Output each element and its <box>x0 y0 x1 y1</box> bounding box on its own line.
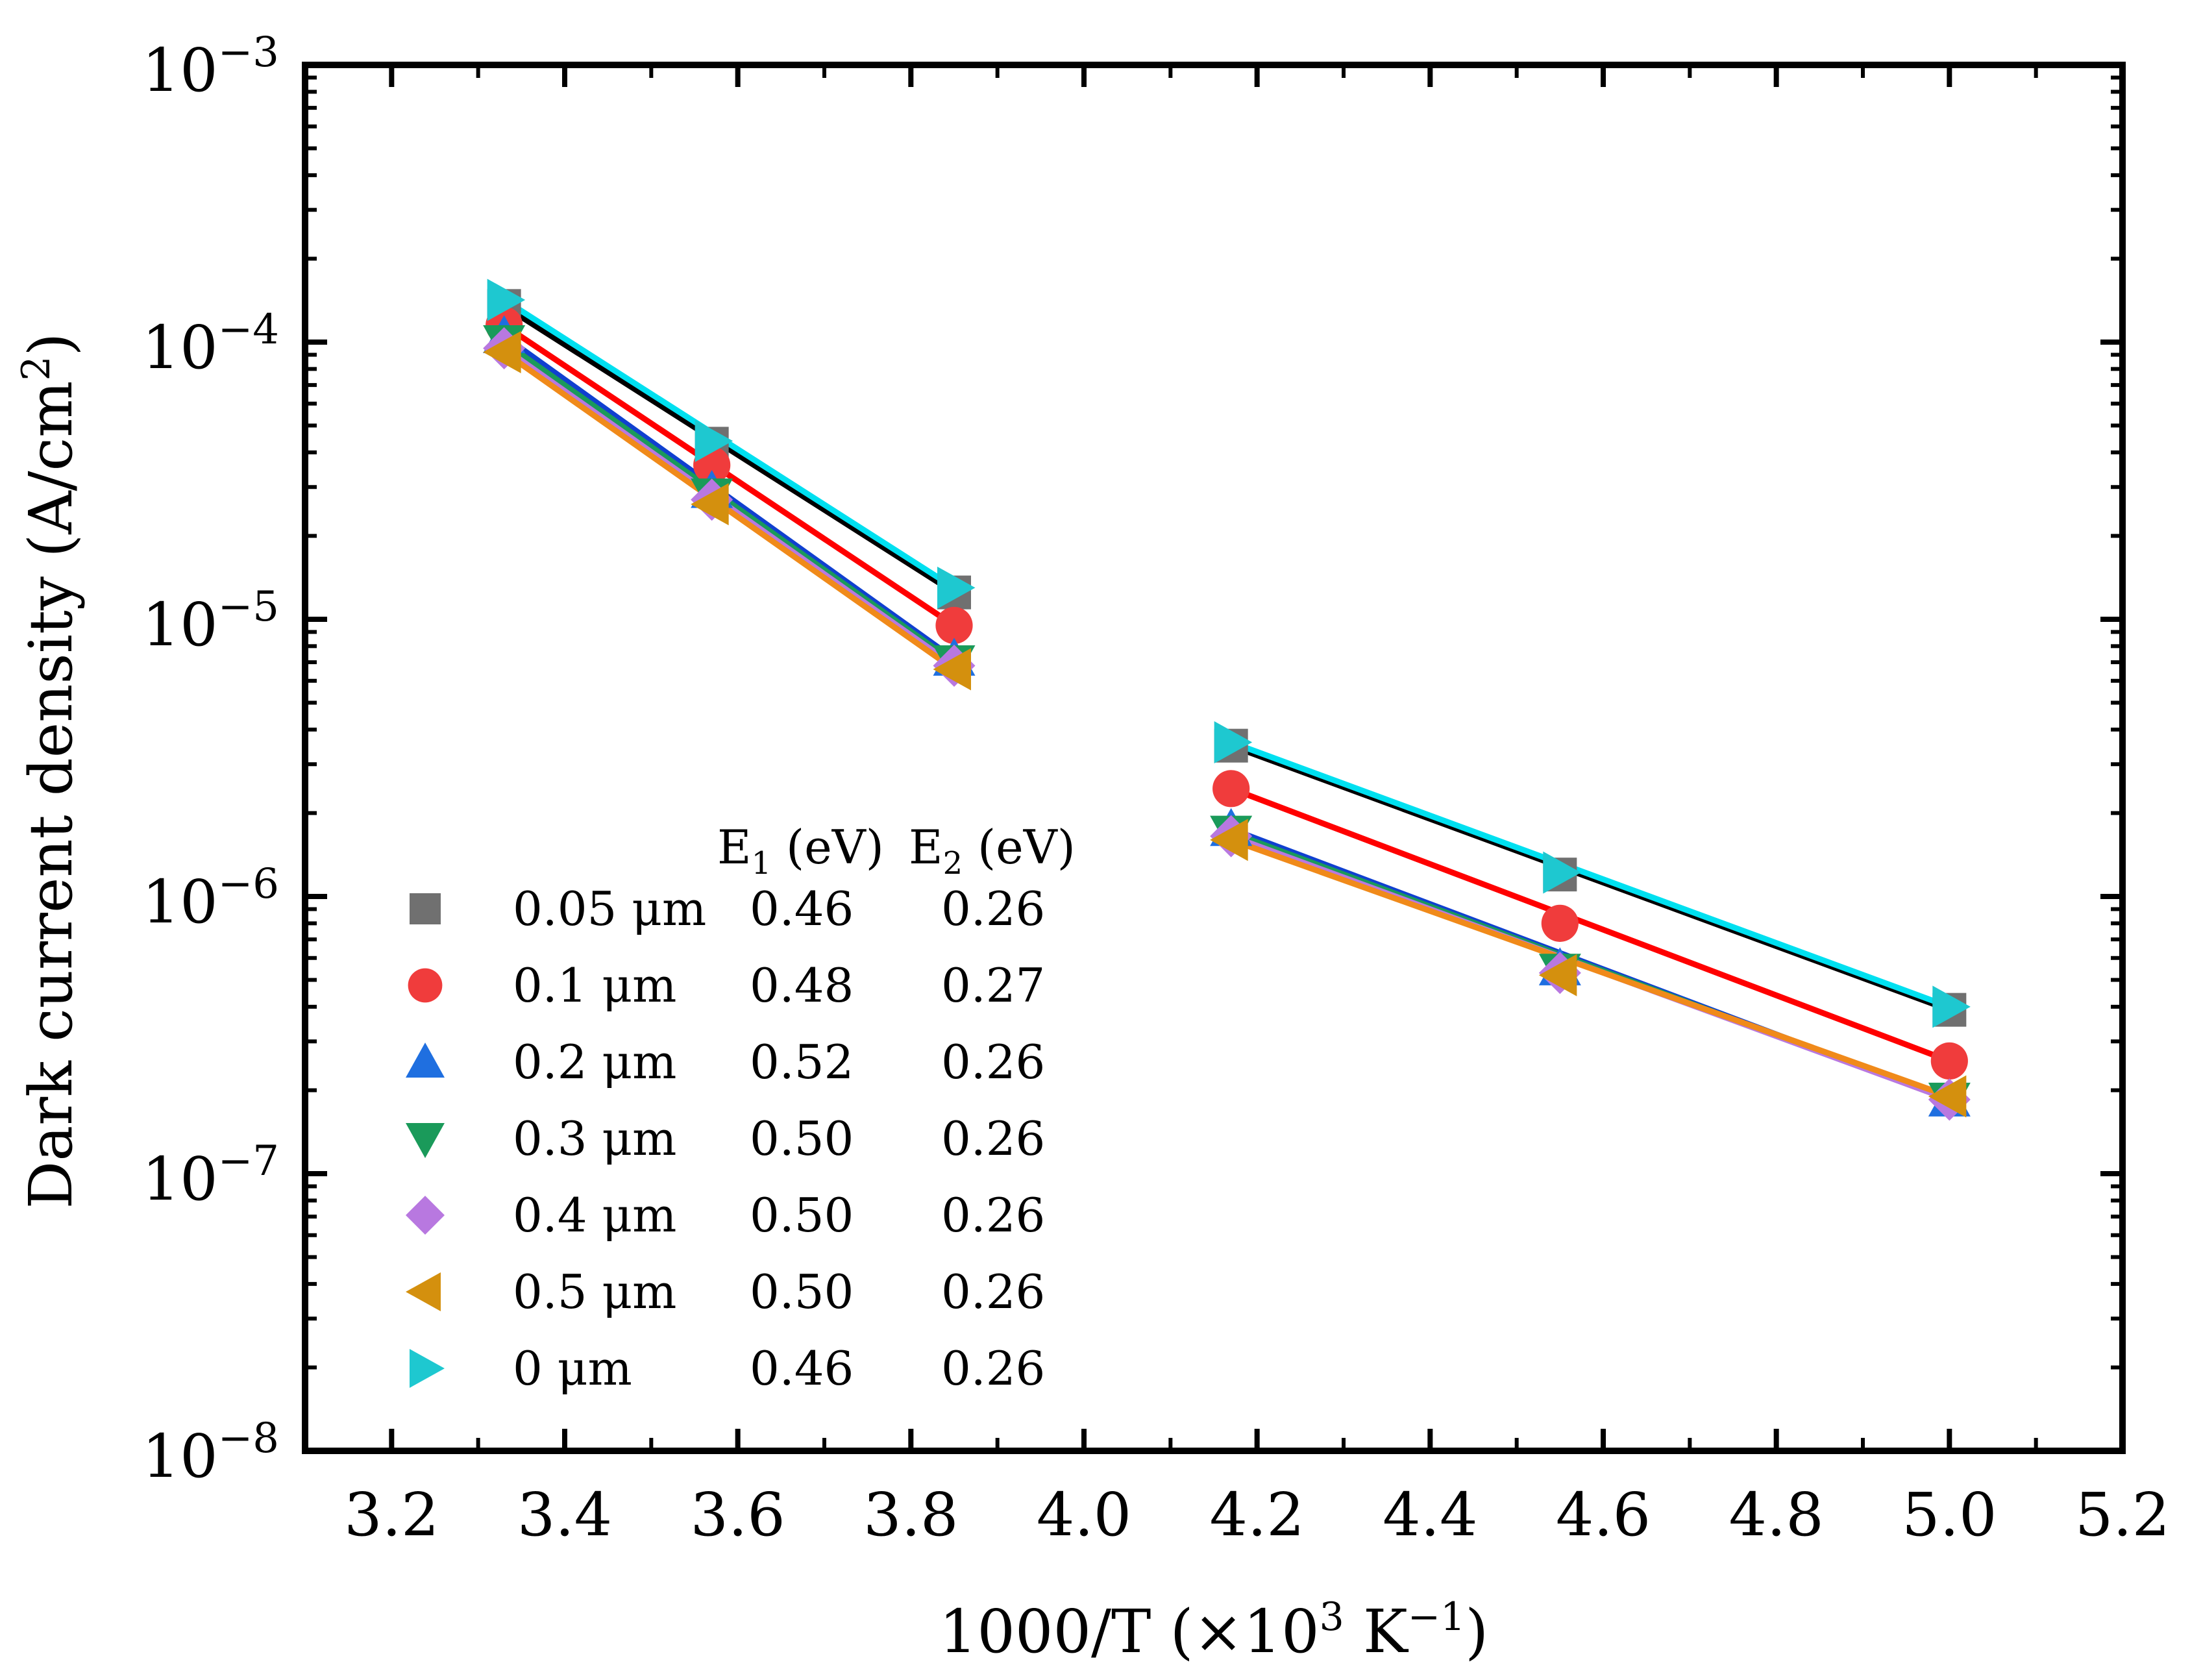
x-tick-label: 4.4 <box>1383 1480 1477 1550</box>
x-tick-label: 4.0 <box>1037 1480 1131 1550</box>
fit-line <box>501 297 957 591</box>
legend-e1-value: 0.52 <box>750 1035 854 1089</box>
y-tick-label: 10−3 <box>142 29 279 105</box>
legend-rows: 0.05 μm 0.46 0.26 0.1 μm 0.48 0.27 0.2 μm 0.52 0… <box>406 882 1045 1396</box>
data-point <box>933 648 971 691</box>
legend-marker <box>408 968 443 1003</box>
legend-header-e2: E2 (eV) <box>909 820 1076 882</box>
data-point <box>487 278 526 321</box>
data-point <box>695 419 733 462</box>
y-tick-label: 10−8 <box>142 1414 279 1491</box>
legend-marker <box>406 1196 445 1235</box>
fit-line <box>501 303 957 596</box>
plot-frame <box>302 62 2126 1454</box>
legend-label: 0.1 μm <box>513 958 676 1013</box>
data-point <box>1538 954 1577 996</box>
legend-e1-value: 0.50 <box>750 1111 854 1166</box>
tick-labels: 3.2 3.4 3.6 3.8 4.0 4.2 4.4 4.6 4.8 5.0 5.2 10−3 10−… <box>142 29 2171 1550</box>
legend: E1 (eV) E2 (eV) 0.05 μm 0.46 0.26 0.1 μm 0.4… <box>406 820 1076 1396</box>
legend-label: 0 μm <box>513 1341 632 1396</box>
x-axis-title: 1000/T (×103 K−1) <box>939 1594 1488 1666</box>
data-point <box>1210 819 1248 861</box>
legend-label: 0.5 μm <box>513 1265 676 1319</box>
y-axis-title: Dark current density (A/cm2) <box>14 333 86 1209</box>
data-point <box>1214 721 1253 763</box>
legend-e1-value: 0.48 <box>750 958 854 1013</box>
data-point <box>483 330 521 373</box>
data-point <box>691 483 729 526</box>
fit-line <box>501 349 957 673</box>
legend-label: 0.3 μm <box>513 1111 676 1166</box>
x-tick-label: 3.4 <box>517 1480 612 1550</box>
data-point <box>937 566 976 609</box>
fit-line <box>1228 785 1952 1064</box>
x-tick-label: 3.6 <box>691 1480 785 1550</box>
y-tick-label: 10−7 <box>142 1137 279 1214</box>
y-tick-label: 10−5 <box>142 583 279 660</box>
x-tick-label: 3.2 <box>344 1480 439 1550</box>
legend-label: 0.2 μm <box>513 1035 676 1089</box>
legend-e2-value: 0.27 <box>941 958 1045 1013</box>
data-point <box>1928 1075 1967 1118</box>
x-tick-label: 4.8 <box>1729 1480 1824 1550</box>
y-tick-label: 10−6 <box>142 860 279 937</box>
data-points <box>483 278 1971 1121</box>
data-point <box>1212 770 1250 808</box>
legend-marker <box>410 1349 445 1388</box>
legend-e2-value: 0.26 <box>941 882 1045 936</box>
legend-marker <box>410 893 441 924</box>
legend-marker <box>406 1043 445 1078</box>
y-tick-label: 10−4 <box>142 306 279 382</box>
legend-e2-value: 0.26 <box>941 1341 1045 1396</box>
legend-e1-value: 0.50 <box>750 1188 854 1242</box>
data-point <box>1932 985 1971 1028</box>
x-tick-label: 5.0 <box>1902 1480 1997 1550</box>
x-tick-label: 5.2 <box>2075 1480 2170 1550</box>
axis-ticks <box>305 62 2125 1453</box>
legend-e1-value: 0.46 <box>750 1341 854 1396</box>
legend-e2-value: 0.26 <box>941 1111 1045 1166</box>
legend-e2-value: 0.26 <box>941 1188 1045 1242</box>
legend-e2-value: 0.26 <box>941 1265 1045 1319</box>
legend-header-e1: E1 (eV) <box>717 820 884 882</box>
fit-line <box>501 322 957 629</box>
x-tick-label: 4.6 <box>1556 1480 1651 1550</box>
data-point <box>935 606 973 645</box>
data-point <box>1930 1042 1968 1080</box>
fit-line <box>1228 739 1952 1010</box>
x-tick-label: 4.2 <box>1210 1480 1305 1550</box>
legend-marker <box>406 1123 445 1158</box>
x-tick-label: 3.8 <box>863 1480 958 1550</box>
legend-label: 0.05 μm <box>513 882 706 936</box>
legend-e2-value: 0.26 <box>941 1035 1045 1089</box>
legend-label: 0.4 μm <box>513 1188 676 1242</box>
legend-e1-value: 0.46 <box>750 882 854 936</box>
data-point <box>1543 851 1581 894</box>
legend-e1-value: 0.50 <box>750 1265 854 1319</box>
fit-line <box>1228 837 1952 1100</box>
legend-marker <box>406 1272 441 1311</box>
data-point <box>1541 904 1579 942</box>
